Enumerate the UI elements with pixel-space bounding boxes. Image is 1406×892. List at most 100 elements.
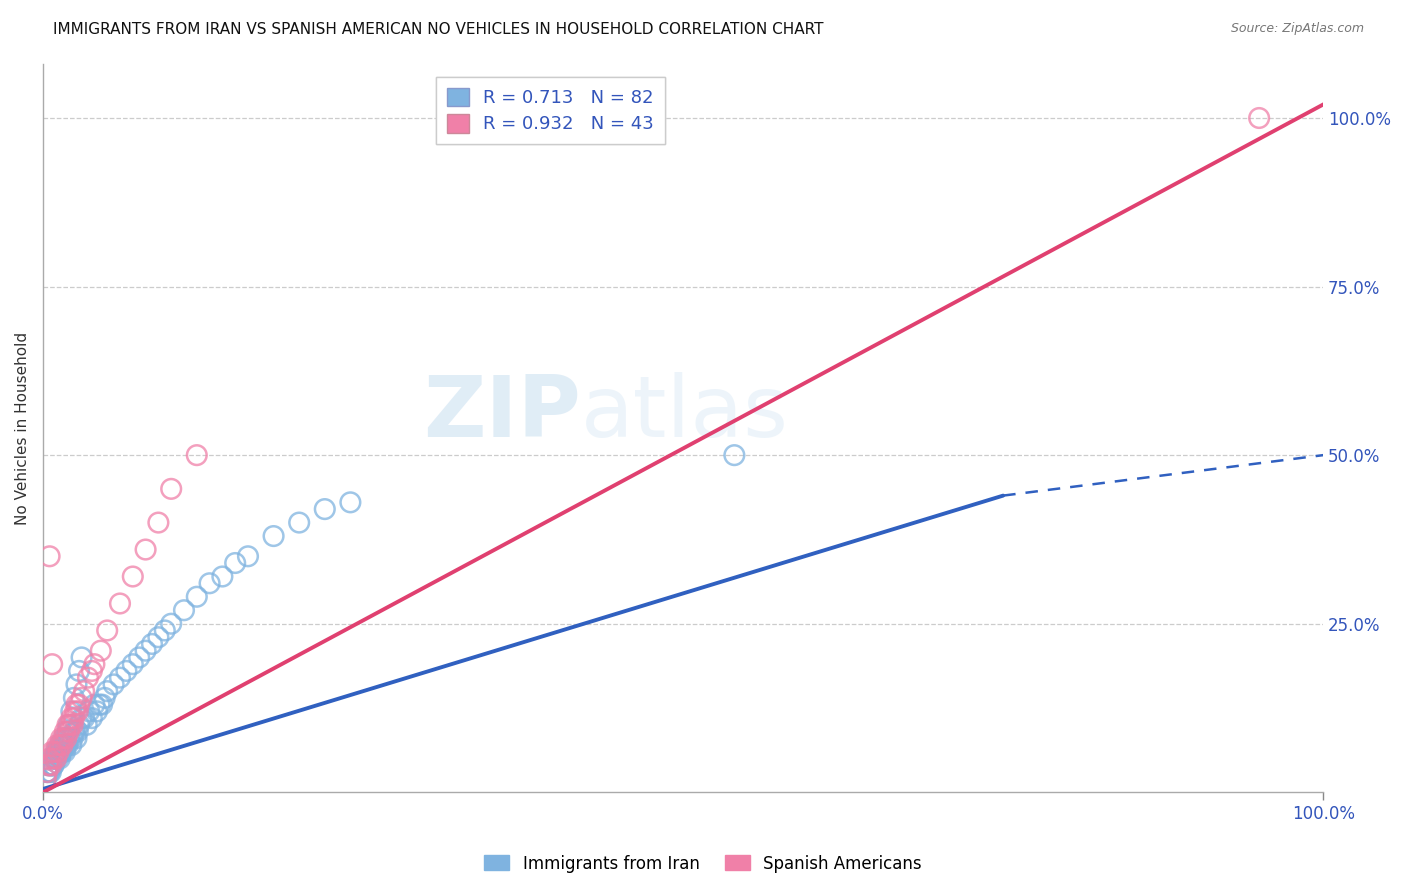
Point — [56, 738, 79, 752]
Point — [70, 690, 93, 705]
Point — [48, 745, 70, 759]
Point — [39, 758, 62, 772]
Point — [35, 765, 58, 780]
Point — [121, 657, 143, 672]
Point — [46, 745, 69, 759]
Point — [41, 758, 63, 772]
Point — [198, 576, 221, 591]
Point — [44, 751, 66, 765]
Point — [44, 745, 66, 759]
Point — [44, 751, 66, 765]
Point — [35, 765, 58, 780]
Point — [48, 745, 70, 759]
Point — [60, 711, 83, 725]
Point — [128, 650, 150, 665]
Point — [211, 569, 233, 583]
Point — [49, 745, 72, 759]
Point — [48, 745, 70, 759]
Point — [49, 731, 72, 746]
Point — [77, 705, 100, 719]
Point — [49, 738, 72, 752]
Legend: R = 0.713   N = 82, R = 0.932   N = 43: R = 0.713 N = 82, R = 0.932 N = 43 — [436, 77, 665, 145]
Point — [53, 745, 76, 759]
Point — [63, 705, 86, 719]
Point — [67, 664, 90, 678]
Point — [51, 738, 73, 752]
Point — [38, 765, 60, 780]
Point — [49, 751, 72, 765]
Point — [52, 738, 75, 752]
Point — [56, 718, 79, 732]
Point — [58, 724, 80, 739]
Point — [73, 711, 96, 725]
Point — [77, 671, 100, 685]
Point — [62, 718, 84, 732]
Point — [80, 664, 103, 678]
Point — [91, 698, 114, 712]
Point — [86, 705, 108, 719]
Point — [141, 637, 163, 651]
Point — [62, 731, 84, 746]
Point — [52, 731, 75, 746]
Point — [46, 738, 69, 752]
Point — [63, 724, 86, 739]
Point — [96, 624, 118, 638]
Point — [56, 724, 79, 739]
Point — [236, 549, 259, 564]
Point — [89, 698, 111, 712]
Point — [186, 590, 208, 604]
Point — [42, 758, 65, 772]
Point — [83, 698, 105, 712]
Point — [38, 758, 60, 772]
Point — [60, 705, 83, 719]
Point — [160, 482, 183, 496]
Point — [70, 650, 93, 665]
Point — [63, 724, 86, 739]
Text: IMMIGRANTS FROM IRAN VS SPANISH AMERICAN NO VEHICLES IN HOUSEHOLD CORRELATION CH: IMMIGRANTS FROM IRAN VS SPANISH AMERICAN… — [53, 22, 824, 37]
Point — [37, 758, 59, 772]
Point — [58, 731, 80, 746]
Point — [90, 643, 112, 657]
Point — [41, 745, 63, 759]
Point — [70, 711, 93, 725]
Point — [49, 738, 72, 752]
Point — [60, 738, 83, 752]
Legend: Immigrants from Iran, Spanish Americans: Immigrants from Iran, Spanish Americans — [478, 848, 928, 880]
Point — [160, 616, 183, 631]
Point — [45, 751, 67, 765]
Point — [37, 765, 59, 780]
Point — [42, 758, 65, 772]
Point — [173, 603, 195, 617]
Point — [103, 677, 125, 691]
Point — [135, 542, 157, 557]
Point — [67, 718, 90, 732]
Point — [59, 718, 82, 732]
Text: atlas: atlas — [581, 372, 789, 455]
Point — [37, 758, 59, 772]
Point — [66, 724, 89, 739]
Point — [76, 718, 98, 732]
Point — [186, 448, 208, 462]
Point — [53, 724, 76, 739]
Point — [108, 671, 131, 685]
Point — [51, 745, 73, 759]
Point — [52, 731, 75, 746]
Point — [41, 657, 63, 672]
Point — [38, 751, 60, 765]
Point — [263, 529, 285, 543]
Point — [45, 745, 67, 759]
Point — [723, 448, 745, 462]
Point — [108, 597, 131, 611]
Point — [224, 556, 246, 570]
Point — [65, 677, 87, 691]
Point — [96, 684, 118, 698]
Point — [115, 664, 138, 678]
Point — [58, 718, 80, 732]
Point — [41, 751, 63, 765]
Point — [63, 711, 86, 725]
Point — [1249, 111, 1271, 125]
Point — [153, 624, 176, 638]
Point — [46, 751, 69, 765]
Point — [67, 698, 90, 712]
Y-axis label: No Vehicles in Household: No Vehicles in Household — [15, 332, 30, 524]
